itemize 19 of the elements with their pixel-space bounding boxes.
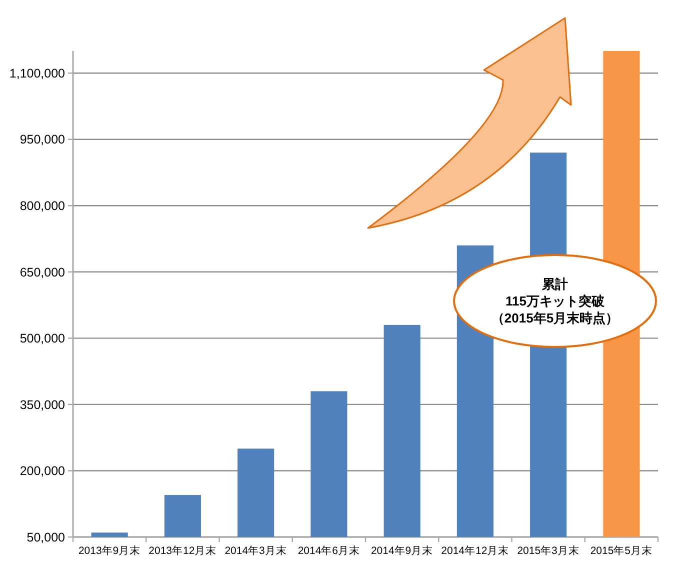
x-tick-label: 2015年5月末 — [590, 544, 653, 557]
y-tick-label: 1,100,000 — [9, 66, 66, 80]
x-tick-label: 2014年6月末 — [298, 544, 360, 557]
y-tick-label: 800,000 — [20, 199, 66, 214]
y-tick-label: 950,000 — [20, 132, 66, 147]
x-tick-label: 2015年3月末 — [517, 544, 580, 557]
annotation: 115万キット突破 — [506, 294, 606, 309]
y-tick-label: 500,000 — [20, 332, 66, 346]
x-tick-label: 2013年12月末 — [148, 544, 217, 557]
x-tick-label: 2014年12月末 — [441, 544, 510, 557]
x-tick-label: 2014年9月末 — [370, 544, 434, 557]
annotation: （2015年5月末時点） — [491, 310, 619, 326]
y-tick-label: 350,000 — [20, 398, 66, 412]
x-tick-label: 2014年3月末 — [224, 544, 287, 557]
x-tick-label: 2013年9月末 — [78, 544, 141, 557]
y-tick-label: 50,000 — [26, 530, 66, 544]
y-tick-label: 650,000 — [20, 265, 66, 280]
y-tick-label: 200,000 — [20, 464, 66, 478]
annotation: 累計 — [541, 276, 568, 292]
